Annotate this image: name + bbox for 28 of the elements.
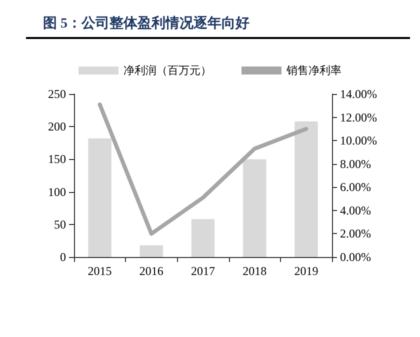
y2-tick-label: 10.00% [340, 134, 377, 148]
x-tick-label: 2018 [242, 264, 267, 278]
bar [294, 121, 318, 257]
y-tick-label: 0 [60, 250, 66, 264]
bar [191, 219, 215, 257]
x-tick-label: 2017 [191, 264, 215, 278]
x-tick-label: 2016 [139, 264, 164, 278]
legend-label: 净利润（百万元） [124, 64, 212, 77]
y-tick-label: 50 [54, 217, 66, 232]
y-tick-label: 100 [48, 184, 66, 199]
x-tick-label: 2015 [88, 264, 112, 278]
y2-tick-label: 6.00% [340, 180, 371, 194]
bar [242, 159, 266, 257]
bar [140, 245, 164, 257]
y2-tick-label: 14.00% [340, 87, 377, 101]
bar [88, 138, 112, 257]
y2-tick-label: 2.00% [340, 226, 371, 241]
chart-title: 图 5：公司整体盈利情况逐年向好 [43, 16, 250, 32]
y2-tick-label: 0.00% [340, 250, 371, 264]
y2-tick-label: 12.00% [340, 110, 377, 124]
y-tick-label: 150 [48, 152, 66, 166]
line-series [98, 102, 308, 236]
y-tick-label: 250 [48, 87, 66, 101]
x-tick-label: 2019 [294, 264, 318, 278]
y2-tick-label: 8.00% [340, 156, 371, 171]
y2-tick-label: 4.00% [340, 203, 371, 218]
legend-label: 销售净利率 [286, 64, 342, 77]
y-tick-label: 200 [48, 120, 66, 134]
